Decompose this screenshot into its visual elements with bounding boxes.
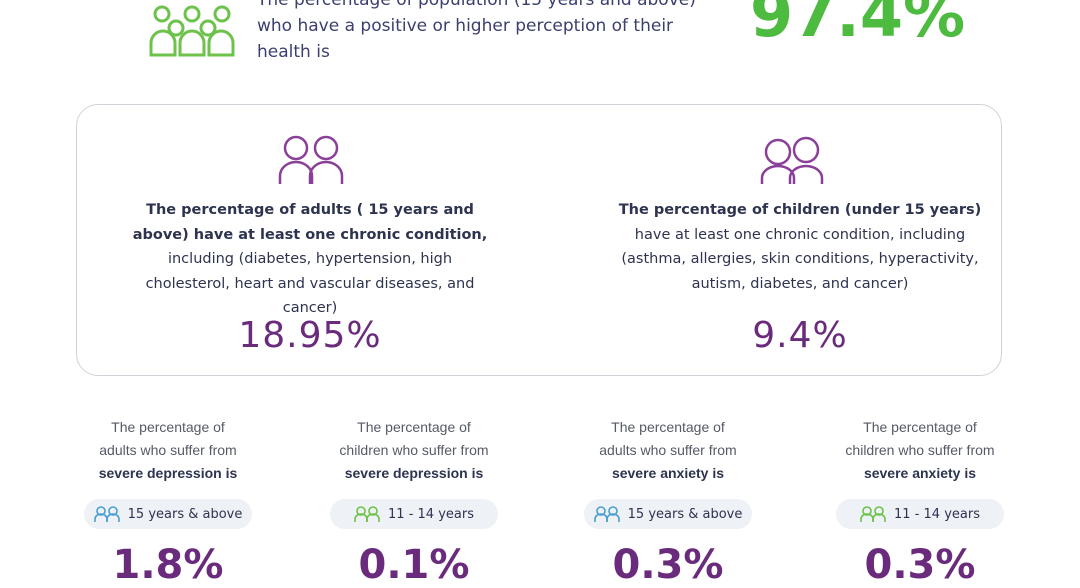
stat-line: adults who suffer from <box>99 442 237 458</box>
age-icon <box>93 506 120 522</box>
stat-column: The percentage of children who suffer fro… <box>805 416 1035 585</box>
text: have at least one chronic condition, inc… <box>621 226 979 292</box>
panel-text: The percentage of adults ( 15 years and … <box>125 198 495 321</box>
age-pill: 15 years & above <box>84 499 252 529</box>
stat-line: severe depression is <box>344 465 484 481</box>
bold-text: The percentage of adults ( 15 years and … <box>132 202 488 243</box>
panel-value: 18.95% <box>238 315 382 356</box>
stat-value: 0.3% <box>864 542 976 588</box>
age-pill: 11 - 14 years <box>836 499 1004 529</box>
stat-line: severe depression is <box>98 465 238 481</box>
stat-line: The percentage of <box>111 419 225 435</box>
age-icon <box>860 506 886 522</box>
stat-line: The percentage of <box>611 419 725 435</box>
stat-line: The percentage of <box>357 419 471 435</box>
people-icon <box>149 5 235 57</box>
stat-line: children who suffer from <box>339 442 489 458</box>
bold-text: The percentage of children (under 15 yea… <box>618 202 982 218</box>
page: The percentage of population (15 years a… <box>76 0 1004 585</box>
header-line: The percentage of population (15 years a… <box>257 0 696 10</box>
age-icon <box>354 506 380 522</box>
age-icon <box>593 506 620 522</box>
stat-line: The percentage of <box>863 419 977 435</box>
stat-line: severe anxiety is <box>863 465 977 481</box>
stat-column: The percentage of children who suffer fro… <box>299 416 529 585</box>
panel-value: 9.4% <box>752 315 848 356</box>
age-pill: 11 - 14 years <box>330 499 498 529</box>
panel <box>76 104 1002 376</box>
age-label: 11 - 14 years <box>894 506 980 522</box>
stat-line: adults who suffer from <box>599 442 737 458</box>
age-pill: 15 years & above <box>584 499 752 529</box>
text: including (diabetes, hypertension, high … <box>145 251 475 316</box>
age-label: 15 years & above <box>627 506 743 522</box>
stat-line: severe anxiety is <box>611 465 725 481</box>
panel-text: The percentage of children (under 15 yea… <box>615 198 985 296</box>
header-line: health is <box>257 42 330 62</box>
children-icon <box>760 136 824 184</box>
header-value: 97.4% <box>750 0 966 51</box>
header-line: who have a positive or higher perception… <box>257 16 674 36</box>
adults-icon <box>278 135 344 184</box>
stat-value: 1.8% <box>112 542 224 588</box>
age-label: 11 - 14 years <box>388 506 474 522</box>
stat-column: The percentage of adults who suffer from s… <box>53 416 283 585</box>
stat-column: The percentage of adults who suffer from s… <box>553 416 783 585</box>
age-label: 15 years & above <box>127 506 243 522</box>
stat-line: children who suffer from <box>845 442 995 458</box>
stat-value: 0.3% <box>612 542 724 588</box>
stat-value: 0.1% <box>358 542 470 588</box>
